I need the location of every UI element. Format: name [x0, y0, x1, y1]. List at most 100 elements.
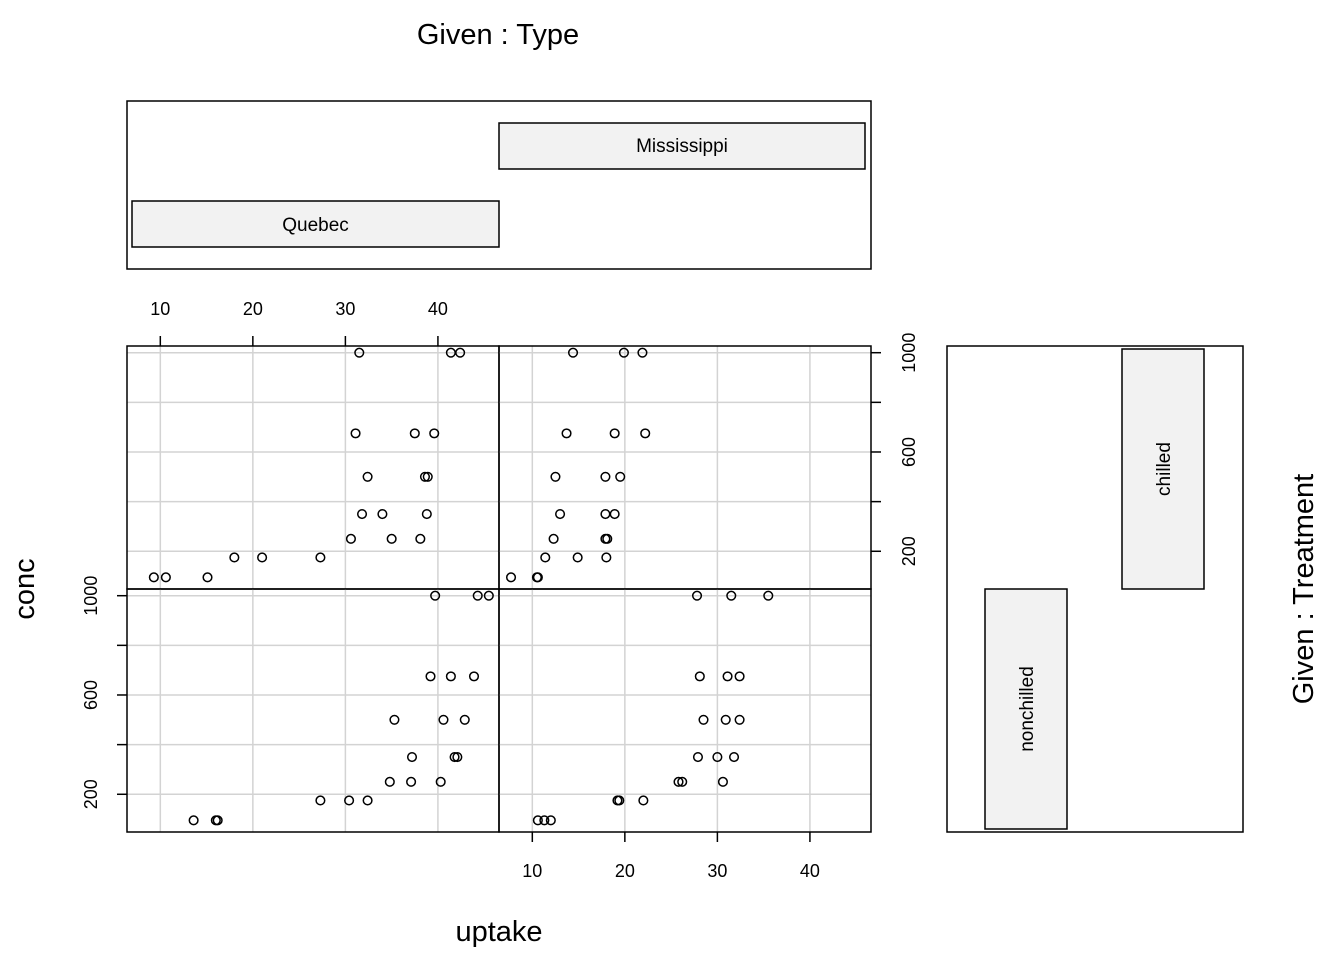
data-point: [638, 795, 649, 806]
data-point: [532, 815, 543, 826]
data-point: [694, 671, 705, 682]
x-tick-label: 10: [522, 861, 542, 881]
data-point: [561, 428, 572, 439]
data-point: [618, 347, 629, 358]
y-tick-label: 200: [899, 536, 919, 566]
data-point: [600, 508, 611, 520]
data-point: [468, 671, 480, 682]
data-point: [550, 471, 561, 482]
data-point: [315, 552, 326, 563]
data-point: [430, 590, 441, 601]
data-point: [615, 471, 626, 482]
data-point: [692, 751, 704, 763]
y-axis-label: conc: [9, 558, 41, 619]
scatter-panels: 10 20 30 40 10 20 30 40 200 600 1000 200 600 1000: [81, 299, 919, 881]
data-point: [600, 533, 611, 544]
data-point: [734, 714, 745, 725]
given-bar-mississippi: [498, 122, 866, 170]
data-point: [449, 751, 460, 763]
data-point: [673, 776, 684, 787]
data-point: [188, 815, 199, 826]
data-point: [356, 508, 368, 520]
data-point: [354, 347, 365, 358]
data-point: [386, 533, 397, 544]
data-point: [555, 508, 566, 520]
data-point: [148, 572, 159, 583]
given-bar-nonchilled-label: nonchilled: [1017, 666, 1038, 752]
x-tick-label: 20: [615, 861, 635, 881]
data-point: [734, 671, 745, 682]
data-point: [406, 751, 418, 763]
x-tick-label: 40: [800, 861, 820, 881]
x-tick-label: 40: [428, 299, 448, 319]
data-point: [548, 533, 559, 544]
data-point: [567, 347, 579, 358]
data-point: [384, 776, 395, 787]
data-point: [429, 428, 440, 439]
given-type-title: Given : Type: [417, 19, 579, 51]
data-point: [389, 714, 400, 725]
data-point: [362, 471, 373, 482]
given-bar-chilled: [1121, 348, 1205, 590]
panel-mississippi-chilled: [498, 345, 872, 590]
x-axis-label: uptake: [455, 916, 542, 948]
y-tick-label: 1000: [899, 333, 919, 373]
given-bar-quebec-label: Quebec: [282, 215, 349, 236]
y-tick-label: 600: [899, 437, 919, 467]
data-point: [435, 776, 446, 787]
x-tick-label: 20: [243, 299, 263, 319]
data-point: [712, 751, 723, 763]
y-tick-label: 1000: [81, 576, 101, 616]
data-point: [726, 590, 737, 601]
data-point: [344, 795, 355, 806]
data-point: [540, 552, 551, 563]
data-point: [409, 428, 420, 439]
data-point: [421, 508, 432, 520]
data-point: [532, 572, 543, 583]
x-tick-label: 10: [150, 299, 170, 319]
data-point: [445, 347, 456, 358]
data-point: [545, 815, 556, 826]
data-point: [763, 590, 774, 601]
data-point: [728, 751, 740, 763]
data-point: [445, 671, 456, 682]
data-point: [345, 533, 356, 544]
panel-quebec-nonchilled: [126, 588, 500, 833]
given-type-panel: [126, 100, 872, 270]
data-point: [601, 552, 612, 563]
given-bar-quebec: [131, 200, 500, 248]
panel-quebec-chilled: [126, 345, 500, 590]
data-point: [160, 572, 171, 583]
data-point: [698, 714, 709, 725]
panel-frame: [126, 345, 500, 590]
given-treatment-title: Given : Treatment: [1288, 474, 1320, 705]
given-bar-nonchilled: [984, 588, 1068, 830]
data-point: [415, 533, 426, 544]
data-point: [315, 795, 326, 806]
data-point: [452, 751, 463, 763]
data-point: [717, 776, 728, 787]
panel-frame: [498, 588, 872, 833]
data-point: [406, 776, 417, 787]
data-point: [438, 714, 449, 725]
data-point: [212, 815, 223, 826]
data-point: [720, 714, 731, 725]
data-point: [691, 590, 703, 601]
data-point: [505, 572, 517, 583]
data-point: [483, 590, 494, 601]
data-point: [609, 508, 620, 520]
panel-frame: [498, 345, 872, 590]
data-point: [637, 347, 648, 358]
data-point: [229, 552, 240, 563]
x-tick-label: 30: [335, 299, 355, 319]
given-treatment-panel: [946, 345, 1244, 833]
data-point: [539, 815, 550, 826]
data-point: [350, 428, 361, 439]
data-point: [459, 714, 470, 725]
data-point: [362, 795, 373, 806]
data-point: [257, 552, 268, 563]
data-point: [600, 471, 611, 482]
data-point: [422, 471, 433, 482]
data-point: [722, 671, 733, 682]
